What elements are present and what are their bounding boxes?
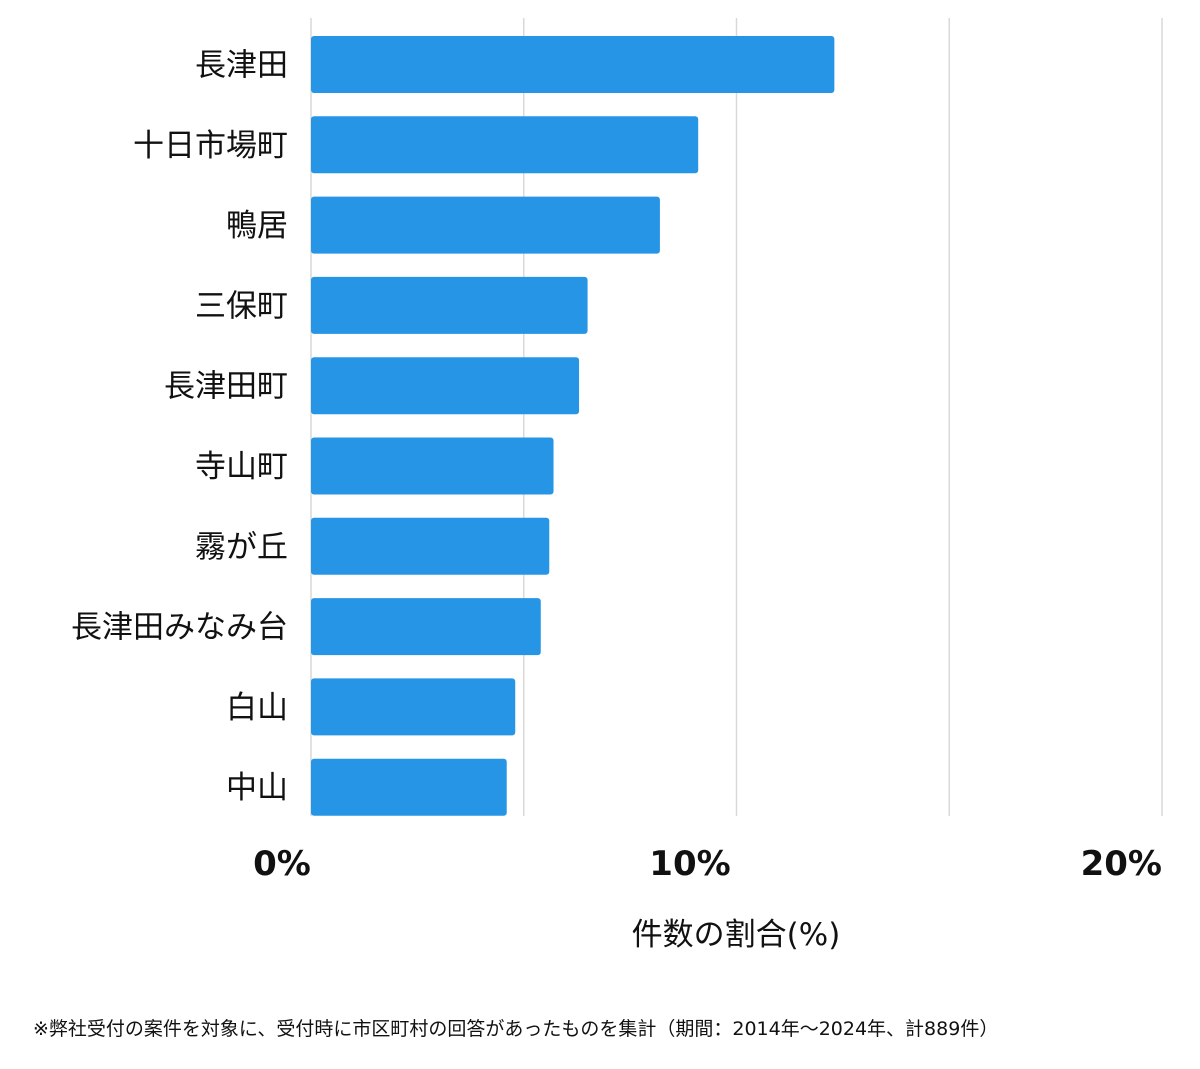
category-label: 中山 <box>226 770 288 806</box>
bar <box>311 276 588 334</box>
bar <box>311 517 550 575</box>
bar <box>311 678 516 736</box>
bar <box>311 196 660 254</box>
bar <box>311 758 507 816</box>
bar <box>311 598 541 656</box>
category-label: 長津田みなみ台 <box>71 610 288 646</box>
bar <box>311 36 835 93</box>
bar <box>311 116 699 174</box>
footnote: ※弊社受付の案件を対象に、受付時に市区町村の回答があったものを集計（期間：201… <box>33 1018 999 1040</box>
category-label: 寺山町 <box>195 449 288 485</box>
x-tick-labels: 0% 10% 20% <box>253 844 1162 884</box>
x-tick-label: 0% <box>253 844 311 884</box>
x-tick-label: 20% <box>1081 844 1162 884</box>
bars <box>311 36 835 816</box>
bar <box>311 437 554 495</box>
category-label: 長津田 <box>195 48 288 84</box>
category-label: 三保町 <box>195 288 288 324</box>
category-label: 長津田町 <box>164 369 288 405</box>
category-label: 白山 <box>226 690 288 726</box>
x-axis-title: 件数の割合(%) <box>632 917 841 953</box>
bar <box>311 357 580 415</box>
category-label: 十日市場町 <box>133 128 288 164</box>
x-tick-label: 10% <box>649 844 730 884</box>
category-label: 霧が丘 <box>195 529 288 565</box>
category-label: 鴨居 <box>226 208 288 244</box>
